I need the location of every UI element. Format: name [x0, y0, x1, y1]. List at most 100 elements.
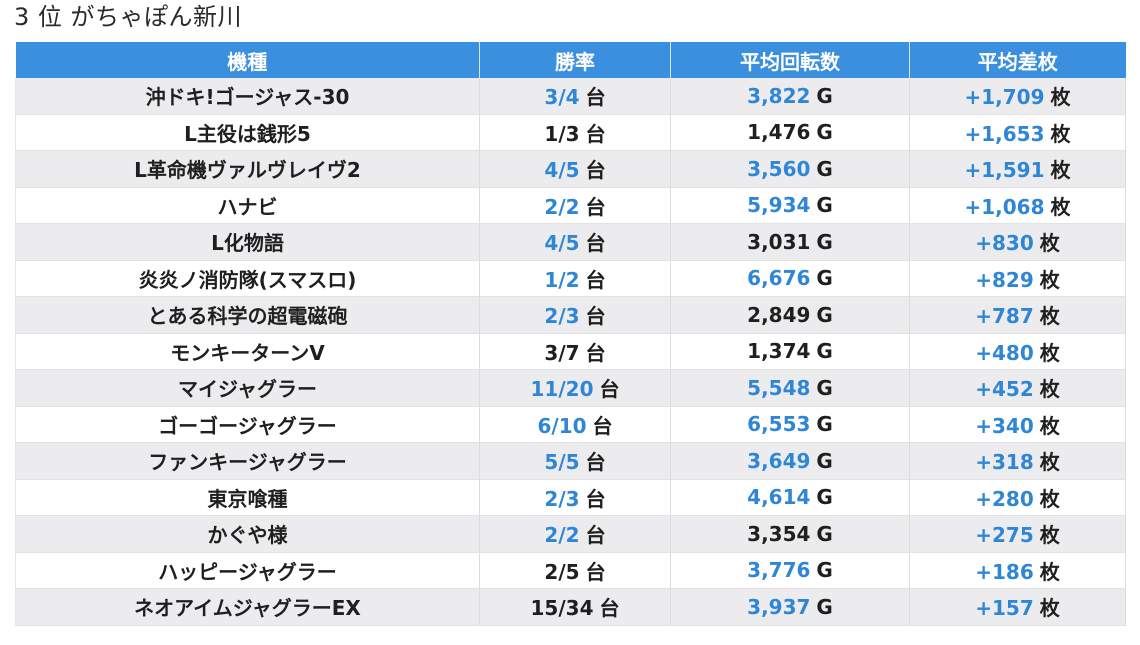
win-rate-value: 1/2	[544, 267, 580, 292]
table-row: ゴーゴージャグラー 6/10 台 6,553 G +340 枚	[15, 406, 1126, 443]
win-rate-unit: 台	[585, 559, 606, 584]
win-rate-cell: 2/5 台	[479, 552, 671, 589]
win-rate-cell: 2/2 台	[479, 187, 671, 224]
avg-spins-unit: G	[816, 229, 833, 254]
avg-diff-unit: 枚	[1039, 267, 1060, 292]
avg-diff-value: +275	[975, 523, 1034, 548]
table-row: L主役は銭形5 1/3 台 1,476 G +1,653 枚	[15, 114, 1126, 151]
avg-spins-unit: G	[816, 412, 833, 437]
win-rate-value: 2/2	[544, 194, 580, 219]
win-rate-value: 2/3	[544, 304, 580, 329]
machine-name-cell: ネオアイムジャグラーEX	[15, 588, 480, 626]
avg-diff-cell: +480 枚	[909, 333, 1126, 370]
avg-spins-unit: G	[816, 193, 833, 218]
win-rate-cell: 4/5 台	[479, 223, 671, 261]
win-rate-value: 4/5	[544, 158, 580, 183]
avg-spins-value: 3,776	[747, 558, 811, 583]
page-title: 3 位 がちゃぽん新川	[14, 3, 243, 31]
win-rate-cell: 4/5 台	[479, 150, 671, 188]
avg-spins-cell: 6,676 G	[670, 260, 910, 297]
avg-spins-value: 3,822	[747, 83, 811, 108]
table-row: マイジャグラー 11/20 台 5,548 G +452 枚	[15, 369, 1126, 407]
avg-spins-unit: G	[816, 120, 833, 145]
win-rate-value: 3/4	[544, 85, 580, 110]
table-row: ネオアイムジャグラーEX 15/34 台 3,937 G +157 枚	[15, 588, 1126, 626]
win-rate-cell: 1/3 台	[479, 114, 671, 151]
win-rate-unit: 台	[585, 231, 606, 256]
avg-diff-cell: +1,653 枚	[909, 114, 1126, 151]
machine-name: とある科学の超電磁砲	[147, 304, 348, 329]
avg-diff-cell: +318 枚	[909, 442, 1126, 480]
avg-spins-cell: 3,937 G	[670, 588, 910, 626]
avg-diff-value: +1,068	[964, 194, 1045, 219]
avg-diff-cell: +275 枚	[909, 515, 1126, 553]
avg-spins-cell: 3,822 G	[670, 78, 910, 115]
win-rate-value: 1/3	[544, 121, 580, 146]
machine-name: ゴーゴージャグラー	[158, 413, 337, 438]
column-header-avg-spins: 平均回転数	[670, 42, 910, 78]
avg-spins-unit: G	[816, 156, 833, 181]
avg-diff-value: +318	[975, 450, 1034, 475]
table-row: ファンキージャグラー 5/5 台 3,649 G +318 枚	[15, 442, 1126, 480]
avg-spins-cell: 3,031 G	[670, 223, 910, 261]
machine-name-cell: L革命機ヴァルヴレイヴ2	[15, 150, 480, 188]
avg-diff-cell: +1,068 枚	[909, 187, 1126, 224]
win-rate-unit: 台	[585, 486, 606, 511]
avg-diff-cell: +1,709 枚	[909, 78, 1126, 115]
avg-diff-value: +787	[975, 304, 1034, 329]
win-rate-unit: 台	[599, 377, 620, 402]
avg-diff-unit: 枚	[1039, 377, 1060, 402]
machine-ranking-table: 機種 勝率 平均回転数 平均差枚 沖ドキ!ゴージャス-30 3/4 台 3,822 G +…	[15, 42, 1126, 626]
avg-spins-cell: 2,849 G	[670, 296, 910, 334]
win-rate-cell: 15/34 台	[479, 588, 671, 626]
avg-spins-unit: G	[816, 521, 833, 546]
machine-name-cell: L主役は銭形5	[15, 114, 480, 151]
avg-spins-value: 5,548	[747, 375, 811, 400]
avg-spins-value: 6,676	[747, 266, 811, 291]
win-rate-value: 5/5	[544, 450, 580, 475]
avg-spins-value: 3,354	[747, 521, 811, 546]
avg-diff-cell: +787 枚	[909, 296, 1126, 334]
machine-name: 沖ドキ!ゴージャス-30	[145, 85, 350, 110]
machine-name: かぐや様	[207, 523, 288, 548]
avg-spins-unit: G	[816, 375, 833, 400]
win-rate-cell: 2/3 台	[479, 296, 671, 334]
win-rate-unit: 台	[585, 121, 606, 146]
win-rate-value: 4/5	[544, 231, 580, 256]
win-rate-unit: 台	[585, 267, 606, 292]
win-rate-cell: 5/5 台	[479, 442, 671, 480]
avg-spins-cell: 3,560 G	[670, 150, 910, 188]
machine-name-cell: マイジャグラー	[15, 369, 480, 407]
machine-name-cell: 東京喰種	[15, 479, 480, 516]
avg-diff-value: +340	[975, 413, 1034, 438]
machine-name-cell: ゴーゴージャグラー	[15, 406, 480, 443]
win-rate-cell: 2/3 台	[479, 479, 671, 516]
avg-spins-unit: G	[816, 266, 833, 291]
machine-name: L主役は銭形5	[184, 121, 311, 146]
avg-spins-unit: G	[816, 448, 833, 473]
avg-spins-cell: 5,548 G	[670, 369, 910, 407]
win-rate-unit: 台	[585, 340, 606, 365]
avg-diff-value: +157	[975, 596, 1034, 621]
avg-diff-unit: 枚	[1039, 523, 1060, 548]
avg-spins-value: 3,031	[747, 229, 811, 254]
avg-diff-unit: 枚	[1039, 559, 1060, 584]
avg-spins-unit: G	[816, 558, 833, 583]
win-rate-value: 2/3	[544, 486, 580, 511]
machine-name-cell: ファンキージャグラー	[15, 442, 480, 480]
machine-name-cell: とある科学の超電磁砲	[15, 296, 480, 334]
win-rate-unit: 台	[585, 158, 606, 183]
win-rate-unit: 台	[592, 413, 613, 438]
win-rate-cell: 1/2 台	[479, 260, 671, 297]
machine-name: L革命機ヴァルヴレイヴ2	[134, 158, 361, 183]
machine-name: モンキーターンV	[170, 340, 325, 365]
avg-diff-cell: +340 枚	[909, 406, 1126, 443]
avg-diff-cell: +452 枚	[909, 369, 1126, 407]
avg-diff-cell: +280 枚	[909, 479, 1126, 516]
table-body: 沖ドキ!ゴージャス-30 3/4 台 3,822 G +1,709 枚 L主役は銭形5 1/3 台…	[15, 78, 1126, 626]
win-rate-unit: 台	[585, 523, 606, 548]
avg-spins-cell: 4,614 G	[670, 479, 910, 516]
win-rate-cell: 2/2 台	[479, 515, 671, 553]
win-rate-unit: 台	[585, 304, 606, 329]
avg-diff-value: +830	[975, 231, 1034, 256]
